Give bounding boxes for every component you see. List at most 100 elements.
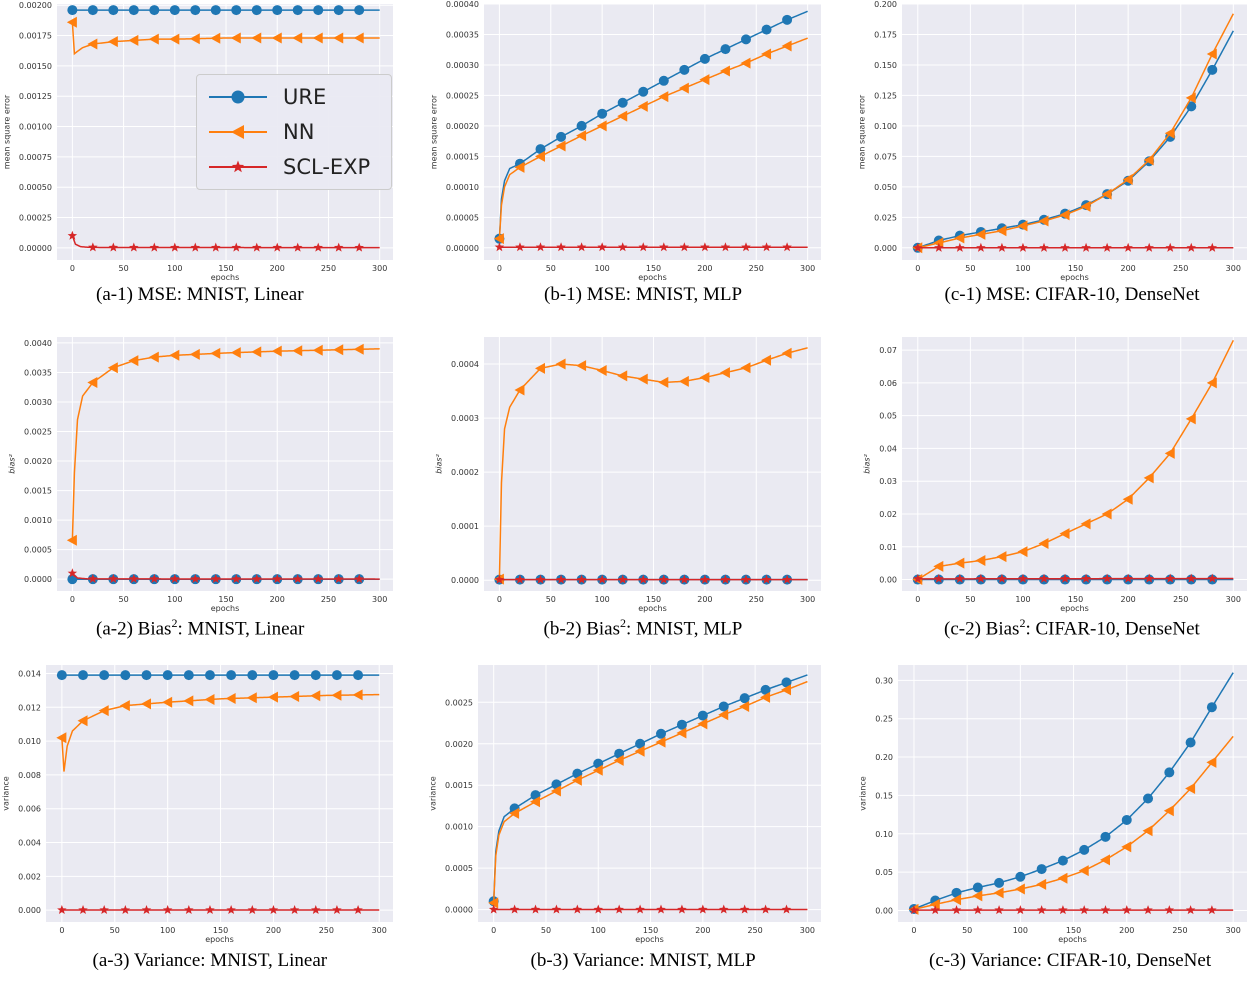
series-marker: [128, 5, 139, 16]
x-tick-label: 300: [800, 264, 815, 273]
x-axis-label: epochs: [205, 935, 234, 944]
legend-swatch: [209, 125, 267, 139]
series-marker: [271, 345, 282, 357]
y-tick-label: 0.000: [18, 906, 41, 915]
caption-suffix: : CIFAR-10, DenseNet: [1025, 618, 1200, 640]
series-marker: [148, 351, 159, 363]
series-marker: [57, 905, 67, 915]
series-marker: [1123, 573, 1133, 583]
series-marker: [1080, 200, 1091, 212]
x-tick-label: 200: [1121, 264, 1136, 273]
series-marker: [1060, 242, 1070, 252]
series-nn: [493, 37, 808, 245]
series-marker: [230, 32, 241, 44]
series-marker: [1059, 209, 1070, 221]
series-marker: [333, 344, 344, 356]
series-marker: [352, 689, 363, 701]
series-marker: [535, 150, 546, 162]
x-tick-label: 300: [1226, 264, 1241, 273]
y-tick-label: 0.0004: [451, 360, 479, 369]
series-marker: [1164, 127, 1175, 139]
y-tick-label: 0.025: [874, 213, 897, 222]
series-line: [917, 30, 1234, 249]
series-marker: [1144, 573, 1154, 583]
series-marker: [311, 905, 321, 915]
y-axis-label: mean square error: [3, 94, 12, 169]
x-tick-label: 300: [372, 926, 387, 935]
x-tick-label: 150: [1068, 264, 1083, 273]
y-tick-label: 0.05: [875, 868, 893, 877]
series-marker: [781, 347, 792, 359]
series-marker: [1060, 573, 1070, 583]
y-tick-label: 0.00010: [446, 183, 479, 192]
series-marker: [331, 670, 342, 681]
series-marker: [353, 32, 364, 44]
y-tick-label: 0.00030: [446, 61, 479, 70]
series-marker: [550, 785, 561, 797]
series-line: [917, 339, 1235, 581]
series-marker: [169, 349, 180, 361]
x-tick-label: 50: [546, 264, 556, 273]
series-scl-exp: [913, 242, 1234, 252]
series-marker: [515, 242, 525, 252]
series-marker: [740, 362, 751, 374]
x-tick-label: 300: [1226, 595, 1241, 604]
y-tick-label: 0.0005: [24, 546, 52, 555]
y-tick-label: 0.0040: [24, 339, 52, 348]
y-tick-label: 0.00025: [446, 91, 479, 100]
series-marker: [1038, 537, 1049, 549]
series-marker: [535, 144, 546, 155]
x-tick-label: 100: [591, 926, 606, 935]
y-tick-label: 0.15: [875, 791, 893, 800]
series-marker: [333, 574, 344, 584]
y-tick-label: 0.05: [879, 412, 897, 421]
series-marker: [697, 710, 708, 721]
x-tick-label: 300: [1226, 926, 1241, 935]
series-marker: [782, 574, 792, 584]
series-marker: [1185, 92, 1196, 104]
panel-caption: (b-2) Bias2: MNIST, MLP: [544, 616, 743, 640]
x-tick-label: 0: [911, 926, 916, 935]
series-marker: [1207, 905, 1217, 915]
x-tick-label: 0: [915, 595, 920, 604]
series-marker: [617, 110, 628, 122]
series-marker: [56, 670, 67, 681]
y-tick-label: 0.25: [875, 715, 893, 724]
series-marker: [108, 573, 119, 583]
series-marker: [272, 242, 282, 252]
series-marker: [634, 745, 645, 757]
y-tick-label: 0.10: [875, 830, 893, 839]
x-tick-label: 200: [697, 264, 712, 273]
series-marker: [1143, 793, 1154, 804]
series-line: [498, 347, 808, 580]
series-marker: [699, 53, 710, 64]
y-tick-label: 0.00100: [19, 123, 52, 132]
series-marker: [719, 367, 730, 379]
series-marker: [289, 905, 300, 915]
series-marker: [78, 905, 88, 915]
series-marker: [597, 108, 608, 119]
series-marker: [1015, 905, 1026, 915]
series-marker: [353, 343, 364, 355]
y-tick-label: 0.01: [879, 543, 897, 552]
series-marker: [312, 344, 323, 356]
series-marker: [994, 877, 1005, 888]
y-tick-label: 0.00000: [19, 244, 52, 253]
series-marker: [1186, 242, 1197, 252]
series-marker: [353, 905, 363, 915]
series-marker: [761, 354, 772, 366]
series-marker: [741, 242, 751, 252]
series-marker: [313, 242, 323, 252]
series-marker: [761, 574, 772, 584]
x-tick-label: 50: [965, 595, 975, 604]
series-marker: [354, 5, 365, 16]
x-axis-label: epochs: [638, 604, 667, 613]
series-marker: [148, 33, 159, 45]
circle-marker-icon: [231, 90, 245, 104]
series-marker: [354, 574, 364, 584]
series-line: [917, 13, 1234, 249]
series-marker: [933, 237, 944, 249]
series-marker: [954, 557, 965, 569]
series-marker: [1142, 825, 1153, 837]
legend-entry-scl-exp: SCL-EXP: [207, 153, 370, 181]
